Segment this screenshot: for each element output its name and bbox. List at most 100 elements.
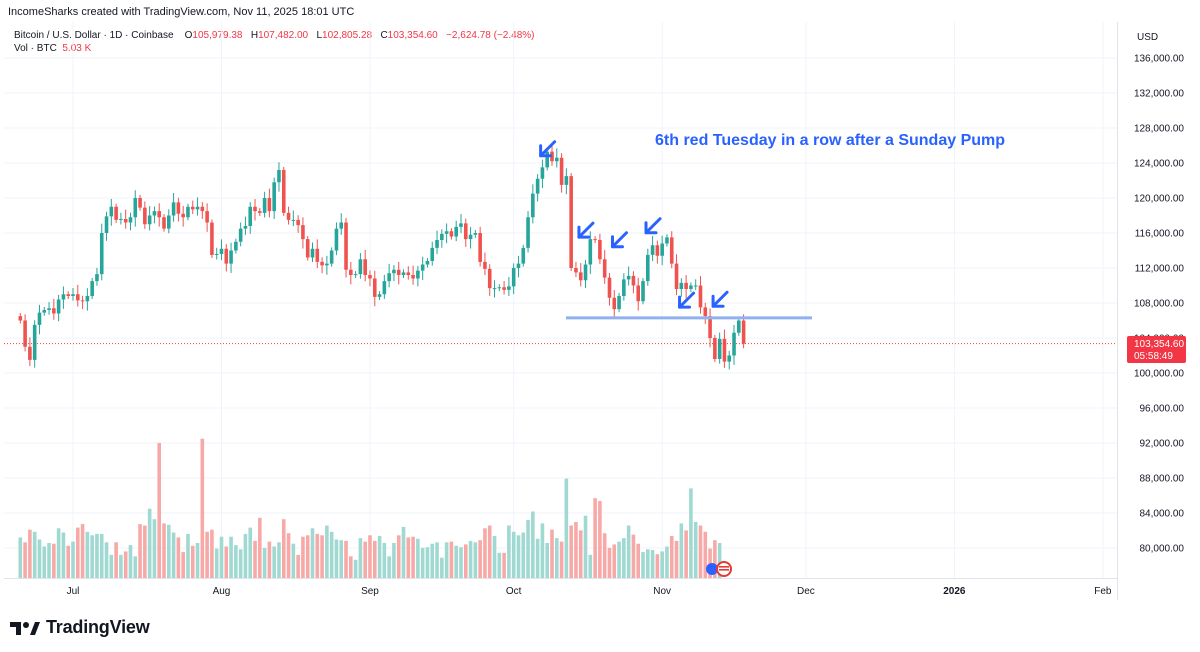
candle[interactable] [133, 190, 138, 227]
candle[interactable] [238, 222, 243, 247]
candle[interactable] [52, 298, 56, 320]
candle[interactable] [128, 212, 133, 231]
candle[interactable] [377, 291, 382, 300]
candle[interactable] [334, 222, 339, 256]
candle[interactable] [234, 238, 238, 254]
candle[interactable] [186, 203, 190, 221]
candle[interactable] [420, 256, 425, 280]
candle[interactable] [674, 254, 679, 296]
candle[interactable] [727, 350, 732, 370]
candle[interactable] [325, 255, 329, 275]
candle[interactable] [492, 280, 497, 298]
candle[interactable] [104, 211, 109, 241]
candle[interactable] [143, 201, 147, 229]
candle[interactable] [138, 194, 142, 211]
candle[interactable] [454, 220, 458, 242]
candle[interactable] [588, 231, 593, 274]
candle[interactable] [147, 206, 152, 231]
candle[interactable] [535, 174, 540, 202]
candle[interactable] [363, 249, 367, 282]
candle[interactable] [411, 265, 415, 285]
candle[interactable] [516, 255, 521, 278]
candle[interactable] [75, 284, 80, 307]
event-icon-a[interactable] [706, 563, 718, 575]
candle[interactable] [320, 257, 324, 274]
candle[interactable] [665, 234, 669, 247]
candle[interactable] [511, 263, 516, 295]
candle[interactable] [641, 278, 645, 305]
candle[interactable] [713, 334, 717, 363]
candle[interactable] [737, 317, 741, 336]
candle[interactable] [387, 263, 391, 288]
candle[interactable] [358, 253, 363, 279]
candle[interactable] [425, 257, 430, 268]
candle[interactable] [253, 198, 257, 221]
symbol-legend[interactable]: Bitcoin / U.S. Dollar · 1D · Coinbase O1… [14, 30, 534, 41]
candle[interactable] [42, 306, 47, 316]
candle[interactable] [449, 228, 454, 240]
candle[interactable] [171, 193, 176, 222]
candle[interactable] [497, 284, 502, 292]
candle[interactable] [205, 203, 209, 232]
candle[interactable] [459, 214, 463, 234]
candle[interactable] [564, 168, 569, 195]
candle[interactable] [162, 214, 166, 232]
candle[interactable] [593, 236, 597, 244]
candle[interactable] [483, 252, 487, 276]
candle[interactable] [612, 289, 617, 319]
candle[interactable] [392, 265, 396, 282]
tradingview-logo[interactable]: TradingView [10, 617, 150, 638]
candle[interactable] [574, 261, 578, 278]
candle[interactable] [401, 269, 406, 279]
candle[interactable] [693, 279, 698, 291]
candle[interactable] [416, 265, 420, 287]
arrow-icon[interactable] [711, 290, 729, 308]
arrow-icon[interactable] [610, 231, 628, 249]
candle[interactable] [157, 203, 162, 227]
arrow-annotations[interactable] [539, 140, 729, 309]
candle[interactable] [660, 235, 664, 266]
candle[interactable] [190, 200, 195, 215]
candle[interactable] [114, 203, 118, 223]
candle[interactable] [626, 266, 631, 286]
candle[interactable] [526, 211, 530, 253]
price-axis[interactable]: 80,000.00 84,000.00 88,000.00 92,000.00 96,0… [1134, 54, 1184, 555]
candle[interactable] [119, 212, 123, 225]
candle[interactable] [531, 184, 535, 224]
candle[interactable] [440, 229, 444, 248]
candle[interactable] [23, 314, 27, 352]
arrow-icon[interactable] [539, 140, 557, 158]
candle[interactable] [210, 219, 214, 258]
candle[interactable] [507, 277, 511, 297]
candle[interactable] [703, 302, 708, 324]
candle[interactable] [545, 148, 550, 171]
candle[interactable] [109, 198, 114, 226]
candle[interactable] [646, 248, 650, 286]
volume-legend[interactable]: Vol · BTC 5.03 K [14, 43, 91, 54]
candle[interactable] [47, 302, 51, 315]
candle[interactable] [598, 233, 602, 264]
candle[interactable] [272, 177, 276, 219]
candle[interactable] [66, 291, 71, 300]
candle[interactable] [540, 159, 545, 189]
candle[interactable] [152, 206, 157, 224]
candle[interactable] [617, 292, 621, 313]
candle[interactable] [262, 191, 267, 218]
candle[interactable] [444, 223, 449, 244]
candle[interactable] [167, 209, 171, 234]
candle[interactable] [61, 286, 66, 309]
candle[interactable] [722, 329, 727, 368]
candle[interactable] [310, 242, 315, 263]
candle[interactable] [622, 273, 626, 301]
candle[interactable] [195, 197, 200, 216]
candle[interactable] [698, 276, 703, 314]
candle[interactable] [473, 229, 478, 238]
candle[interactable] [717, 332, 722, 364]
candle[interactable] [95, 267, 99, 286]
chart-annotation[interactable]: 6th red Tuesday in a row after a Sunday … [655, 132, 1005, 149]
candle[interactable] [176, 197, 181, 222]
candle[interactable] [181, 205, 185, 227]
candle[interactable] [56, 294, 61, 322]
arrow-icon[interactable] [644, 217, 662, 235]
